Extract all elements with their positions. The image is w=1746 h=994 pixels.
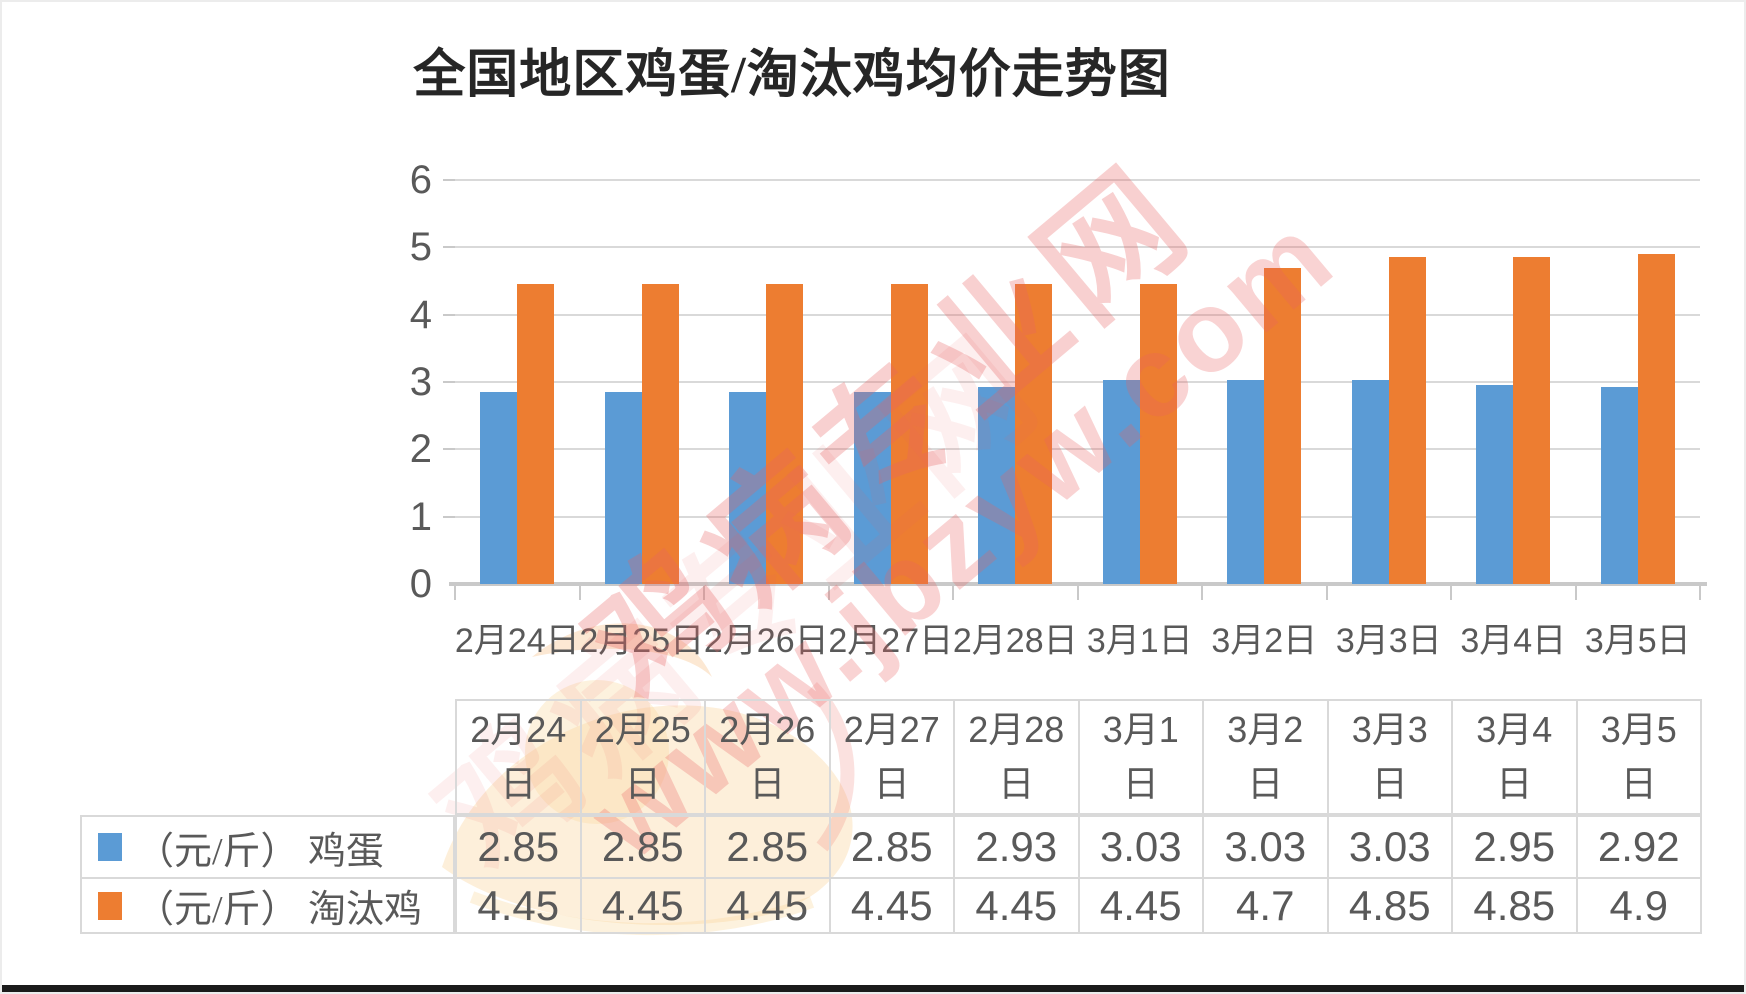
table-value-s0-3月4日: 2.95 — [1451, 815, 1578, 879]
x-axis-label-3月5日: 3月5日 — [1584, 622, 1691, 660]
x-axis-tick-1 — [578, 584, 581, 600]
x-axis-tick-0 — [454, 584, 456, 600]
bar-series1-2月27日 — [890, 284, 928, 584]
x-axis-label-2月28日: 2月28日 — [952, 622, 1078, 660]
x-axis-label-2月26日: 2月26日 — [703, 622, 829, 660]
bar-series0-3月3日 — [1351, 379, 1389, 584]
bar-series0-2月28日 — [978, 386, 1016, 584]
y-axis-label-2: 2 — [409, 427, 432, 472]
table-value-s1-2月28日: 4.45 — [953, 877, 1080, 934]
table-header-2月25日: 2月25 日 — [579, 699, 706, 815]
table-value-s1-2月27日: 4.45 — [828, 877, 955, 934]
legend-swatch-series1 — [98, 891, 122, 920]
table-header-2月28日: 2月28 日 — [953, 699, 1080, 815]
table-value-s0-2月26日: 2.85 — [704, 815, 831, 879]
bar-series1-3月3日 — [1388, 257, 1426, 584]
bar-series0-2月26日 — [729, 392, 767, 584]
bar-series0-2月27日 — [853, 392, 891, 584]
legend-label-series1: （元/斤） 淘汰鸡 — [136, 889, 423, 931]
bar-series1-3月5日 — [1637, 254, 1675, 584]
y-axis-label-0: 0 — [409, 562, 432, 606]
gridline-2 — [455, 448, 1700, 451]
table-value-s1-2月26日: 4.45 — [704, 877, 831, 934]
bar-series1-2月26日 — [766, 284, 804, 584]
y-axis-tick-5 — [443, 246, 455, 249]
table-value-s1-3月1日: 4.45 — [1077, 877, 1204, 934]
gridline-6 — [455, 179, 1700, 182]
x-axis-tick-4 — [952, 584, 954, 600]
chart-title: 全国地区鸡蛋/淘汰鸡均价走势图 — [413, 47, 1171, 104]
table-header-3月4日: 3月4 日 — [1451, 699, 1578, 815]
gridline-5 — [455, 246, 1700, 249]
x-axis-tick-8 — [1450, 584, 1452, 600]
y-axis-label-3: 3 — [409, 360, 432, 404]
y-axis-label-5: 5 — [409, 225, 432, 270]
x-axis-label-3月2日: 3月2日 — [1211, 622, 1318, 660]
x-axis-label-3月1日: 3月1日 — [1086, 622, 1193, 660]
bar-series0-3月1日 — [1102, 379, 1140, 584]
bar-series0-3月5日 — [1600, 387, 1638, 584]
bar-series1-2月28日 — [1015, 284, 1053, 584]
bar-series1-3月4日 — [1513, 257, 1551, 584]
bar-series0-3月4日 — [1476, 385, 1514, 584]
y-axis-tick-6 — [443, 179, 455, 182]
y-axis-label-6: 6 — [409, 158, 432, 203]
table-value-s0-2月28日: 2.93 — [953, 815, 1080, 879]
table-value-s0-3月3日: 3.03 — [1326, 815, 1453, 879]
x-axis-tick-10 — [1699, 584, 1701, 600]
table-value-s1-3月3日: 4.85 — [1326, 877, 1453, 934]
table-value-s0-2月24日: 2.85 — [455, 815, 582, 879]
x-axis-label-2月27日: 2月27日 — [828, 622, 954, 660]
table-value-s1-2月24日: 4.45 — [455, 877, 582, 934]
table-header-2月24日: 2月24 日 — [455, 699, 582, 815]
bar-series0-3月2日 — [1227, 379, 1265, 584]
legend-label-series0: （元/斤） 鸡蛋 — [136, 830, 385, 873]
table-header-3月1日: 3月1 日 — [1077, 699, 1204, 815]
table-header-3月5日: 3月5 日 — [1575, 699, 1702, 815]
x-axis-label-2月25日: 2月25日 — [579, 622, 705, 660]
y-axis-label-4: 4 — [409, 292, 432, 337]
table-value-s1-3月2日: 4.7 — [1202, 877, 1329, 934]
table-value-s1-2月25日: 4.45 — [579, 877, 706, 934]
x-axis-tick-5 — [1076, 584, 1079, 600]
x-axis-label-3月4日: 3月4日 — [1460, 622, 1567, 660]
table-header-3月2日: 3月2 日 — [1202, 699, 1329, 815]
bar-series1-2月24日 — [517, 284, 555, 584]
x-axis-tick-9 — [1574, 584, 1577, 600]
table-header-2月26日: 2月26 日 — [704, 699, 831, 815]
bar-series0-2月24日 — [480, 392, 518, 584]
bar-series1-3月1日 — [1139, 284, 1177, 584]
y-axis-tick-1 — [443, 515, 455, 518]
table-value-s0-3月5日: 2.92 — [1575, 815, 1702, 879]
table-value-s1-3月5日: 4.9 — [1575, 877, 1702, 934]
table-header-2月27日: 2月27 日 — [828, 699, 955, 815]
table-series-label-1: （元/斤） 淘汰鸡 — [80, 877, 455, 934]
y-axis-label-1: 1 — [409, 494, 432, 539]
x-axis-tick-2 — [703, 584, 705, 600]
bottom-edge-bar — [2, 985, 1744, 992]
y-axis-tick-2 — [443, 448, 455, 451]
table-value-s0-3月2日: 3.03 — [1202, 815, 1329, 879]
bar-series1-2月25日 — [641, 284, 679, 584]
y-axis-tick-3 — [443, 381, 455, 383]
gridline-3 — [455, 381, 1700, 383]
x-axis-tick-3 — [827, 584, 830, 600]
table-series-label-0: （元/斤） 鸡蛋 — [80, 815, 455, 879]
legend-swatch-series0 — [98, 833, 122, 861]
x-axis-label-3月3日: 3月3日 — [1335, 622, 1442, 660]
y-axis-tick-4 — [443, 313, 455, 316]
gridline-4 — [455, 313, 1700, 316]
x-axis-tick-6 — [1201, 584, 1203, 600]
bar-series1-3月2日 — [1264, 267, 1302, 584]
table-value-s0-2月25日: 2.85 — [579, 815, 706, 879]
table-value-s0-2月27日: 2.85 — [828, 815, 955, 879]
bar-series0-2月25日 — [604, 392, 642, 584]
x-axis-label-2月24日: 2月24日 — [454, 622, 580, 660]
x-axis-tick-7 — [1325, 584, 1328, 600]
table-header-3月3日: 3月3 日 — [1326, 699, 1453, 815]
table-value-s0-3月1日: 3.03 — [1077, 815, 1204, 879]
table-value-s1-3月4日: 4.85 — [1451, 877, 1578, 934]
gridline-1 — [455, 515, 1700, 518]
